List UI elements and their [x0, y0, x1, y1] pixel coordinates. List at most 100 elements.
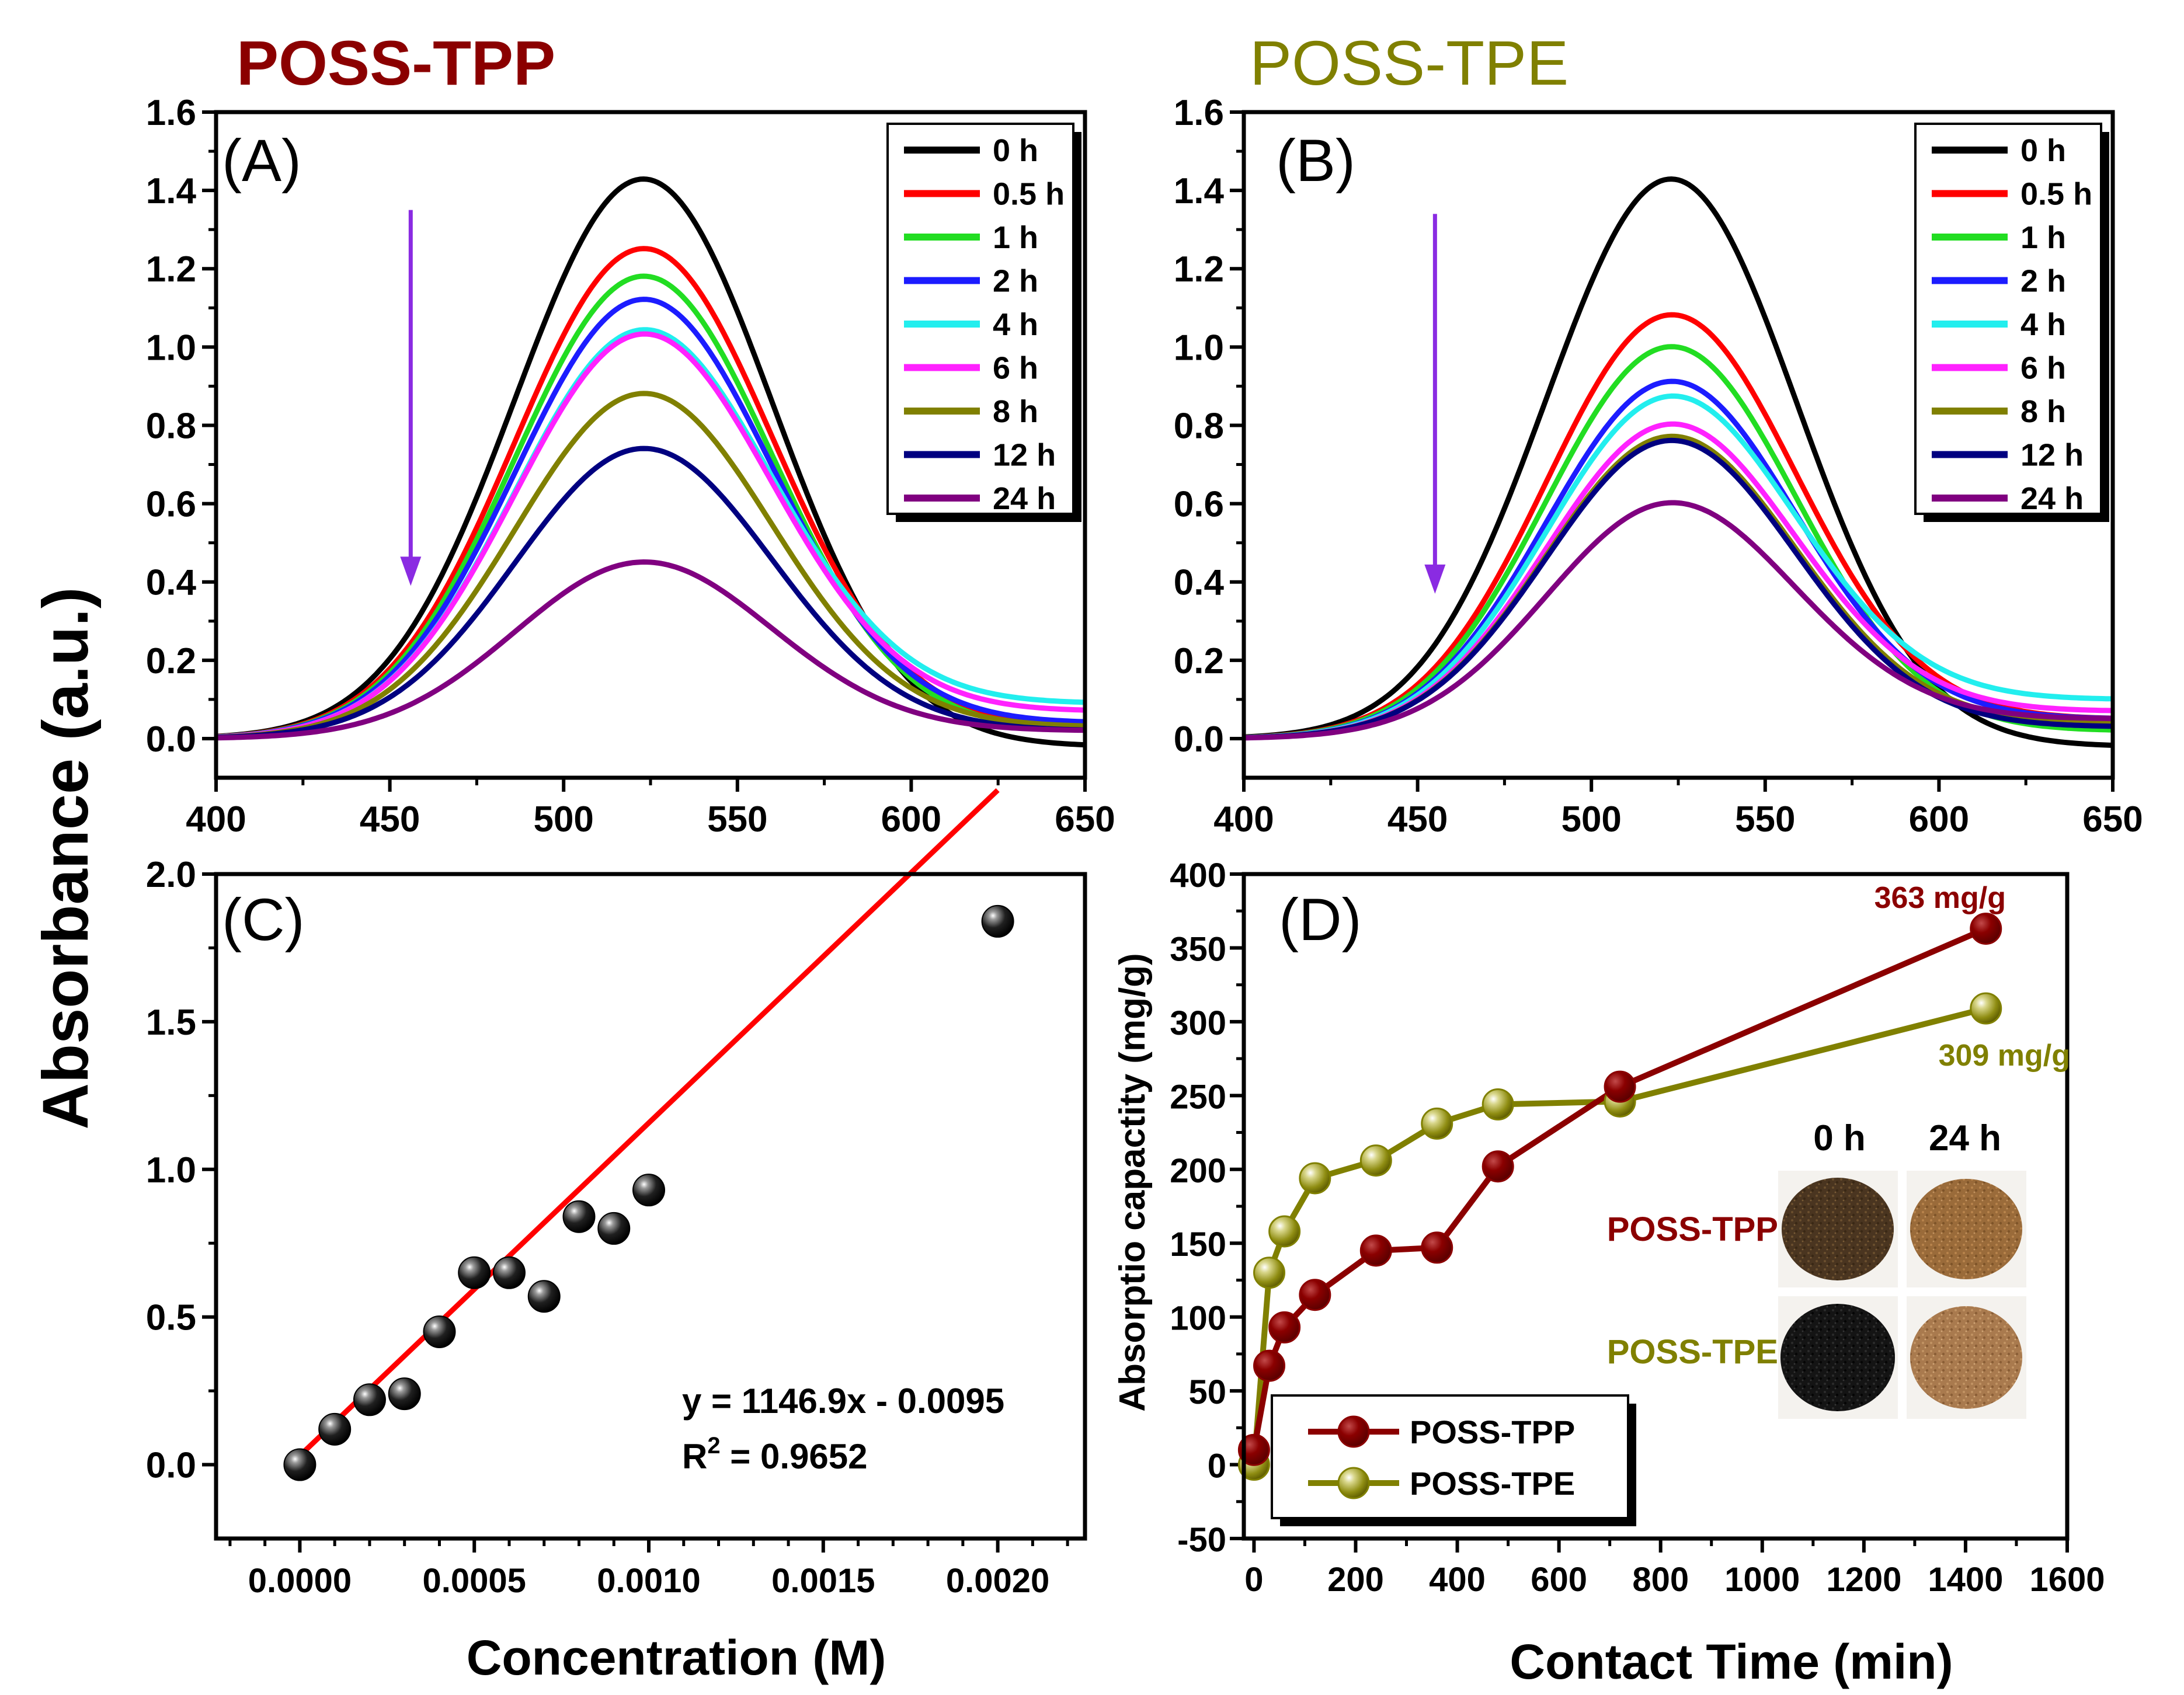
panel-c-data-point — [492, 1256, 526, 1289]
tpp-max-annotation: 363 mg/g — [1875, 881, 2006, 915]
tpe-max-annotation: 309 mg/g — [1939, 1039, 2070, 1073]
panel-c-x-axis-label: Concentration (M) — [467, 1630, 886, 1685]
panel-b-series-24-h — [1244, 500, 2113, 741]
heading-poss-tpp: POSS-TPP — [237, 27, 555, 98]
panel-a-legend-label: 4 h — [993, 307, 1038, 342]
panel-d-y-axis-label: Absorptio capactity (mg/g) — [1112, 953, 1153, 1411]
panel-b-y-tick-label: 0.0 — [1174, 719, 1224, 760]
panel-d-x-tick-label: 1400 — [1928, 1561, 2003, 1599]
panel-d-x-tick-label: 400 — [1429, 1561, 1486, 1599]
panel-b-series-12-h — [1244, 437, 2113, 740]
panel-a-y-tick-label: 1.4 — [146, 171, 197, 211]
panel-a-x-tick-label: 550 — [707, 799, 767, 840]
panel-a-x-tick-label: 400 — [186, 799, 246, 840]
panel-a-y-tick-label: 1.6 — [146, 93, 196, 133]
panel-c-fit-line — [298, 788, 1000, 1458]
panel-c-data-point — [981, 904, 1014, 938]
panel-b-y-tick-label: 0.4 — [1174, 563, 1225, 603]
panel-d-y-tick-label: 150 — [1170, 1226, 1226, 1264]
panel-c-r-squared: R2 = 0.9652 — [682, 1433, 868, 1476]
panel-d-legend-marker — [1337, 1415, 1370, 1448]
panel-b-y-tick-label: 1.2 — [1174, 249, 1224, 290]
panel-a-legend-label: 0.5 h — [993, 177, 1065, 212]
panel-d-x-tick-label: 800 — [1632, 1561, 1689, 1599]
panel-a-x-tick-label: 450 — [360, 799, 420, 840]
panel-a-x-tick-label: 600 — [881, 799, 941, 840]
panel-d-label: (D) — [1279, 886, 1362, 953]
panel-c-label: (C) — [222, 886, 305, 953]
panel-d-x-tick-label: 0 — [1244, 1561, 1263, 1599]
panel-d-point-poss-tpp — [1237, 1433, 1270, 1466]
panel-d: 0 200 400 600 800 1000 1200 1400 1600 -50 0 50 100 15… — [1112, 857, 2105, 1689]
photo-tpe-0h-powder — [1780, 1304, 1895, 1411]
panel-d-y-tick-label: 250 — [1170, 1078, 1226, 1116]
panel-c: 0.0000 0.0005 0.0010 0.0015 0.0020 0.0 0.5 1.0 1… — [146, 788, 1087, 1685]
panel-d-point-poss-tpe — [1253, 1257, 1286, 1289]
panel-b-legend-label: 0.5 h — [2020, 177, 2092, 212]
panel-d-point-poss-tpp — [1359, 1234, 1392, 1267]
panel-b-legend-label: 12 h — [2020, 438, 2084, 473]
panel-a-y-tick-label: 0.4 — [146, 563, 197, 603]
panel-d-y-tick-label: 300 — [1170, 1004, 1226, 1042]
panel-a-legend-box — [886, 123, 1074, 515]
panel-a-y-tick-label: 1.2 — [146, 249, 196, 290]
panel-b-legend-label: 8 h — [2020, 394, 2066, 429]
panel-a-label: (A) — [222, 127, 301, 194]
panel-a-plot-area: 400 450 500 550 600 650 0.0 0.2 0.4 0.6 0.8 1.0 1.2 1… — [146, 93, 1115, 840]
panel-c-frame — [214, 872, 1087, 1541]
panel-d-legend-marker — [1337, 1467, 1370, 1499]
panel-a-legend-label: 12 h — [993, 438, 1056, 473]
panel-b-y-tick-label: 1.4 — [1174, 171, 1225, 211]
panel-c-y-tick-label: 0.5 — [146, 1298, 196, 1338]
panel-b-legend-label: 0 h — [2020, 133, 2066, 168]
panel-d-legend-label: POSS-TPP — [1410, 1414, 1575, 1450]
panel-d-x-tick-label: 600 — [1531, 1561, 1587, 1599]
panel-b-label: (B) — [1276, 127, 1355, 194]
panel-c-plot-area: 0.0000 0.0005 0.0010 0.0015 0.0020 0.0 0.5 1.0 1… — [146, 788, 1087, 1600]
r2-prefix: R — [682, 1437, 707, 1476]
panel-c-data-point — [283, 1448, 317, 1481]
panel-a-legend-label: 8 h — [993, 394, 1038, 429]
panel-b-curves — [1244, 176, 2113, 748]
panel-b: 400 450 500 550 600 650 0.0 0.2 0.4 0.6 0.8 1.0 1.2 1… — [1174, 93, 2143, 840]
panel-c-data-point — [318, 1412, 352, 1446]
panel-c-data-point — [353, 1383, 386, 1416]
panel-c-x-tick-label: 0.0000 — [248, 1562, 352, 1600]
panel-c-x-tick-label: 0.0010 — [597, 1562, 700, 1600]
panel-d-y-tick-label: 400 — [1170, 857, 1226, 895]
panel-a-series-12-h — [216, 445, 1085, 740]
panel-c-y-tick-label: 1.5 — [146, 1003, 196, 1043]
panel-d-y-tick-label: 100 — [1170, 1300, 1226, 1338]
panel-c-data-point — [597, 1212, 631, 1245]
shared-y-axis-label: Absorbance (a.u.) — [30, 587, 102, 1129]
panel-a-curves — [216, 176, 1085, 748]
panel-a-legend-label: 1 h — [993, 220, 1038, 255]
heading-poss-tpe: POSS-TPE — [1250, 27, 1569, 98]
panel-a: 400 450 500 550 600 650 0.0 0.2 0.4 0.6 0.8 1.0 1.2 1… — [146, 93, 1115, 840]
panel-b-x-tick-label: 550 — [1735, 799, 1795, 840]
r2-superscript: 2 — [707, 1433, 720, 1459]
panel-b-series-0-h — [1244, 176, 2113, 748]
panel-a-series-6-h — [216, 331, 1085, 740]
panel-d-plot-area: 0 200 400 600 800 1000 1200 1400 1600 -50 0 50 100 15… — [1170, 857, 2105, 1599]
panel-b-legend-label: 1 h — [2020, 220, 2066, 255]
panel-d-point-poss-tpp — [1604, 1070, 1636, 1103]
panel-c-data-point — [388, 1377, 421, 1411]
panel-d-y-tick-label: 0 — [1208, 1447, 1226, 1485]
panel-a-y-tick-label: 0.0 — [146, 719, 196, 760]
panel-b-legend-label: 4 h — [2020, 307, 2066, 342]
panel-d-point-poss-tpe — [1268, 1215, 1301, 1248]
photo-tpp-24h-powder — [1910, 1179, 2022, 1279]
panel-d-point-poss-tpe — [1970, 992, 2002, 1025]
panel-c-data-point — [562, 1200, 596, 1233]
panel-b-x-tick-label: 500 — [1561, 799, 1621, 840]
panel-b-y-tick-label: 1.0 — [1174, 328, 1224, 368]
panel-a-y-tick-label: 0.8 — [146, 406, 196, 446]
panel-d-point-poss-tpp — [1268, 1311, 1301, 1344]
panel-d-x-tick-label: 1000 — [1724, 1561, 1800, 1599]
panel-d-point-poss-tpp — [1421, 1231, 1453, 1264]
panel-a-x-tick-label: 500 — [533, 799, 593, 840]
panel-b-y-tick-label: 0.6 — [1174, 485, 1224, 525]
panel-d-x-axis-label: Contact Time (min) — [1510, 1634, 1953, 1689]
